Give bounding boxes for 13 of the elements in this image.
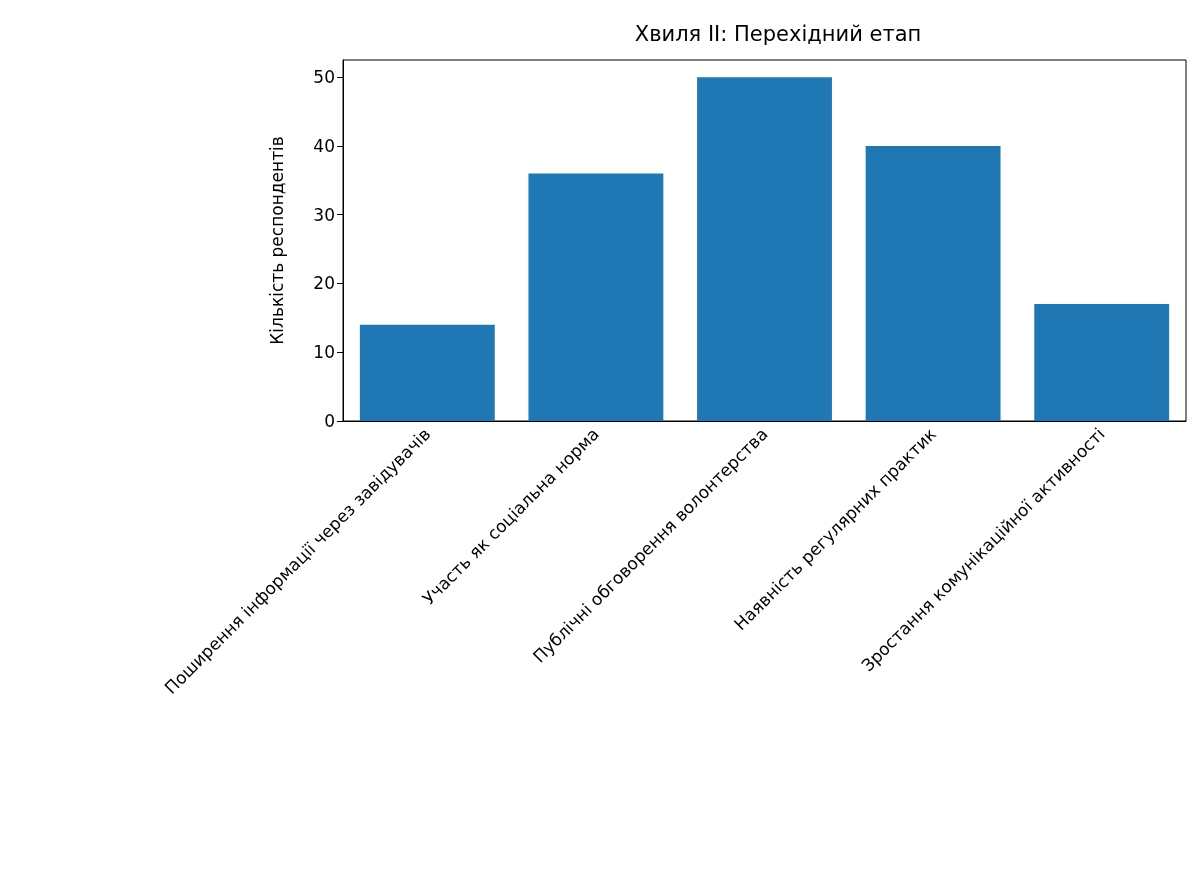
chart-title: Хвиля II: Перехідний етап [634,21,922,46]
bar [359,324,495,421]
bar [865,145,1001,421]
y-tick-label: 10 [313,342,335,363]
bar [1034,304,1170,421]
y-tick-label: 0 [324,411,335,431]
y-axis-title: Кількість респондентів [266,136,287,345]
y-tick-label: 40 [313,135,335,156]
y-tick-label: 50 [313,67,335,88]
bar [528,173,664,421]
y-tick-label: 30 [313,204,335,225]
bar [697,77,832,421]
y-tick-label: 20 [313,273,335,294]
